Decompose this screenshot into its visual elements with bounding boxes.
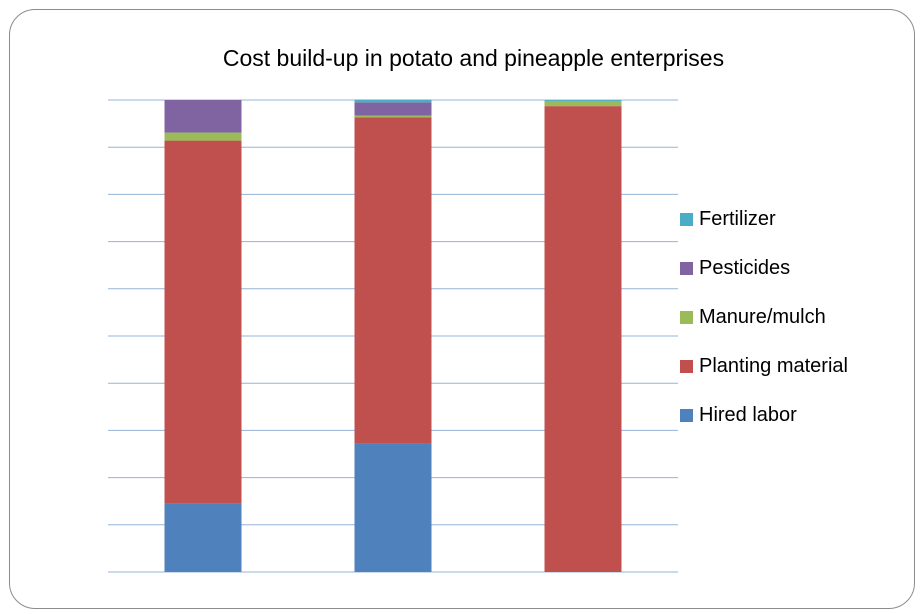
legend-label: Hired labor: [699, 404, 797, 426]
legend-item: Hired labor: [680, 403, 848, 428]
bar-segment-manure-mulch: [354, 115, 432, 118]
legend-swatch: [680, 409, 693, 422]
bar-segment-planting-material: [354, 117, 432, 444]
bar-segment-fertilizer: [354, 99, 432, 103]
legend-item: Pesticides: [680, 256, 848, 281]
legend-swatch: [680, 360, 693, 373]
chart-frame: [9, 9, 915, 609]
bar-segment-hired-labor: [354, 443, 432, 572]
legend-label: Fertilizer: [699, 208, 776, 230]
legend-label: Planting material: [699, 355, 848, 377]
bar-segment-fertilizer: [544, 100, 622, 101]
bar-segment-pesticides: [164, 100, 242, 133]
legend-swatch: [680, 311, 693, 324]
bar-segment-manure-mulch: [164, 132, 242, 141]
legend-swatch: [680, 213, 693, 226]
legend: Fertilizer Pesticides Manure/mulch Planting…: [680, 207, 848, 452]
legend-label: Pesticides: [699, 257, 791, 279]
legend-item: Planting material: [680, 354, 848, 379]
legend-label: Manure/mulch: [699, 306, 826, 328]
bar-segment-planting-material: [164, 140, 242, 504]
legend-item: Fertilizer: [680, 207, 848, 232]
chart-title: Cost build-up in potato and pineapple en…: [222, 45, 725, 71]
bar-segment-pesticides: [354, 102, 432, 116]
bar-segment-planting-material: [544, 106, 622, 573]
legend-item: Manure/mulch: [680, 305, 848, 330]
bar-segment-hired-labor: [164, 503, 242, 572]
legend-swatch: [680, 262, 693, 275]
bar-segment-manure-mulch: [544, 100, 622, 107]
